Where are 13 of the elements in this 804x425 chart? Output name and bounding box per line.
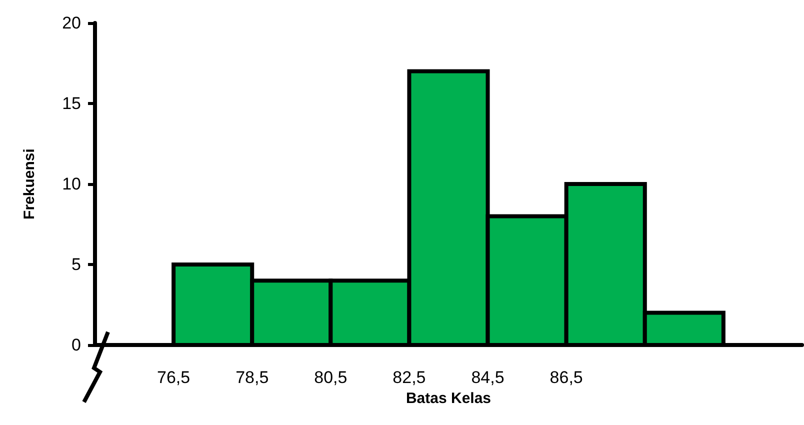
y-tick-label: 10 [62, 174, 81, 194]
x-axis-title: Batas Kelas [406, 390, 492, 407]
x-tick-label: 82,5 [392, 368, 426, 387]
y-tick-label: 20 [62, 14, 81, 32]
x-tick-label: 84,5 [471, 368, 504, 387]
x-tick-label: 78,5 [236, 368, 269, 387]
y-tick-label: 0 [72, 336, 81, 354]
y-tick-label: 5 [72, 255, 81, 274]
y-tick-label: 15 [62, 94, 81, 113]
x-tick-label: 80,5 [314, 368, 348, 387]
y-axis-title: Frekuensi [21, 148, 38, 220]
x-tick-label: 76,5 [157, 368, 190, 387]
x-tick-label: 86,5 [550, 368, 583, 387]
